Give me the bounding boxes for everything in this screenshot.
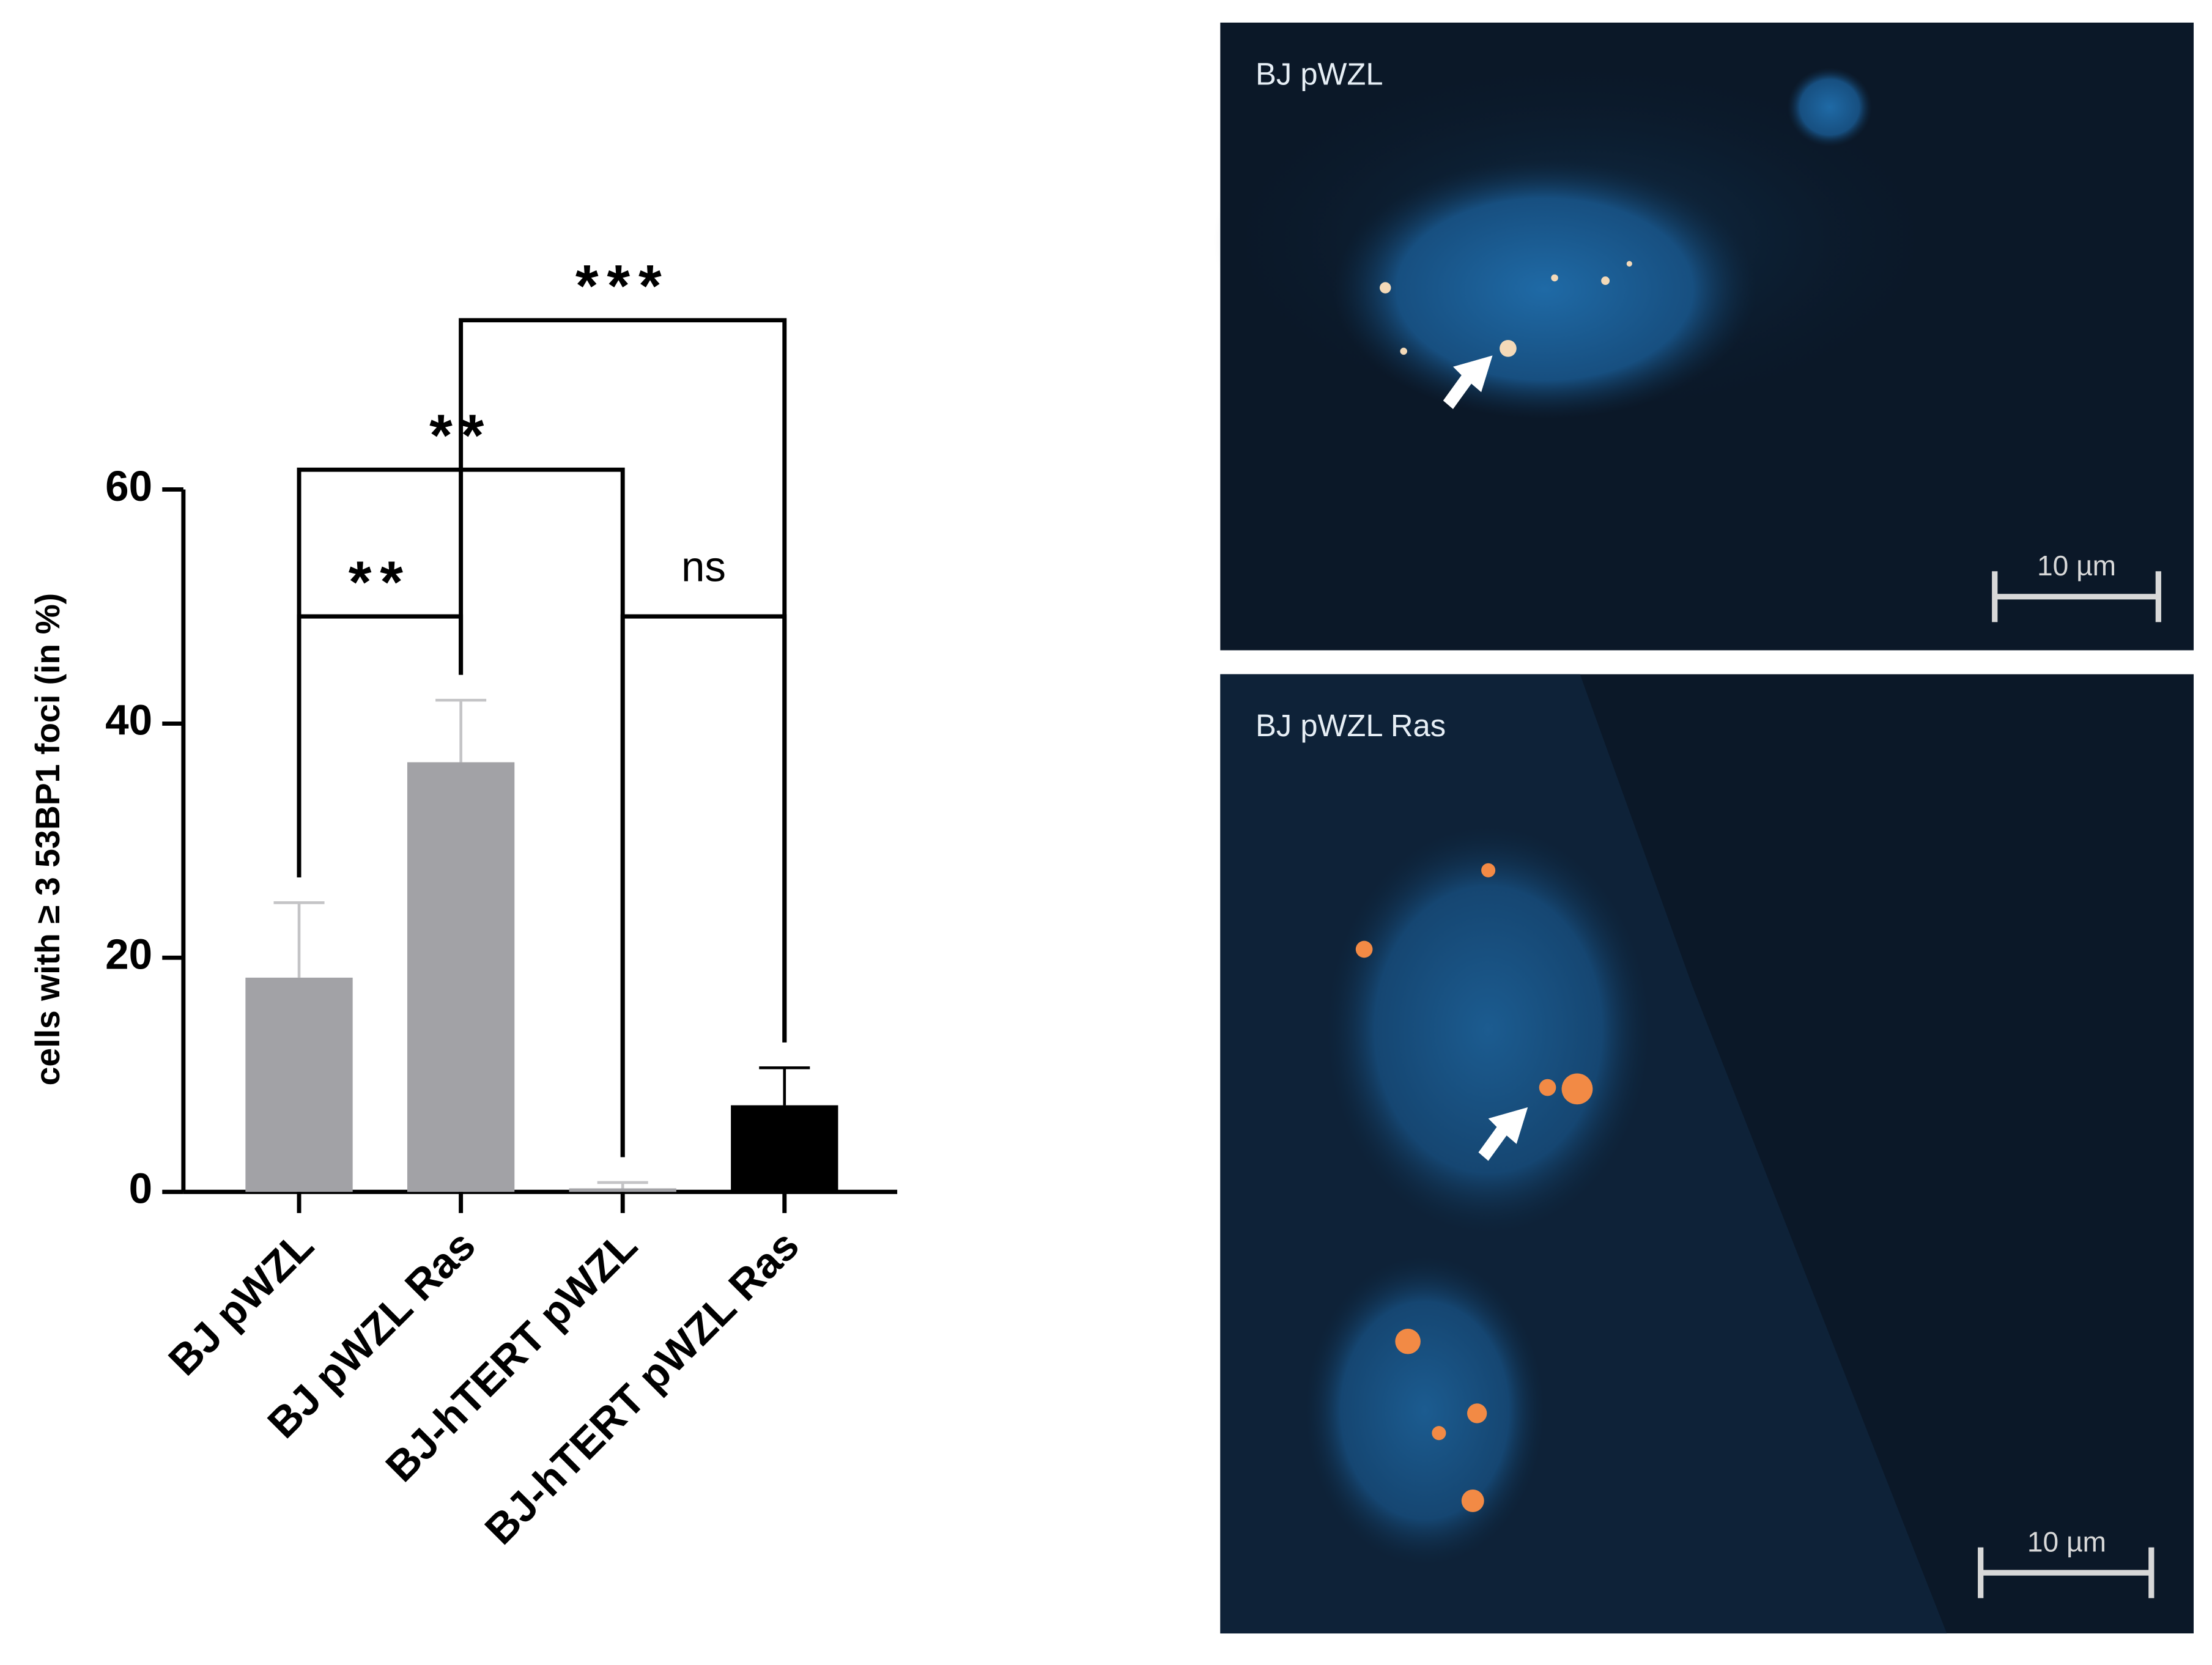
y-tick-label: 20	[105, 931, 152, 978]
significance-label: **	[429, 402, 492, 468]
x-tick-label: BJ-hTERT pWZL Ras	[476, 1221, 808, 1553]
panel-label: BJ pWZL	[1256, 56, 1383, 91]
micrograph-top: BJ pWZL 10 µm	[1213, 22, 2194, 651]
micrograph-bottom: BJ pWZL Ras 10 µm	[1220, 674, 2194, 1634]
scale-bar-label: 10 µm	[2037, 550, 2116, 581]
y-tick-label: 40	[105, 696, 152, 744]
significance-label: ***	[575, 253, 670, 319]
y-tick-label: 60	[105, 462, 152, 510]
panel-label: BJ pWZL Ras	[1256, 708, 1446, 743]
bar	[407, 762, 515, 1192]
bar	[731, 1105, 838, 1192]
significance-label: ns	[681, 542, 726, 590]
x-tick-label: BJ pWZL	[159, 1221, 322, 1384]
significance-bracket	[620, 614, 787, 1157]
significance-label: **	[349, 548, 412, 615]
y-tick-label: 0	[129, 1165, 152, 1213]
bar	[245, 977, 353, 1192]
bar	[569, 1188, 676, 1192]
scale-bar-label: 10 µm	[2027, 1526, 2106, 1557]
y-axis-label: cells with ≥ 3 53BP1 foci (in %)	[29, 593, 67, 1086]
